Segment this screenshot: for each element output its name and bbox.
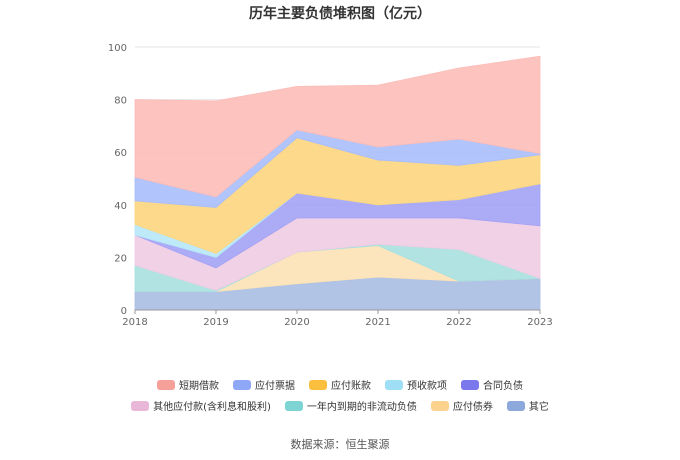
area-series <box>134 55 541 198</box>
y-tick-label: 40 <box>114 201 127 212</box>
legend-swatch <box>131 400 150 411</box>
chart-title: 历年主要负债堆积图（亿元） <box>249 6 431 22</box>
legend-label: 应付账款 <box>331 381 371 392</box>
x-tick-label: 2023 <box>527 317 552 328</box>
legend-swatch <box>506 400 525 411</box>
legend-swatch <box>461 379 479 390</box>
y-tick-label: 0 <box>121 306 127 317</box>
y-tick-label: 20 <box>114 253 127 264</box>
legend-label: 应付票据 <box>255 381 295 392</box>
legend-swatch <box>233 379 251 390</box>
legend-swatch <box>430 400 449 411</box>
legend-item[interactable]: 一年内到期的非流动负债 <box>284 398 417 413</box>
legend-item[interactable]: 其他应付款(含利息和股利) <box>131 398 271 413</box>
x-tick-label: 2022 <box>446 317 471 328</box>
x-tick-label: 2020 <box>284 317 309 328</box>
legend-item[interactable]: 应付债券 <box>430 398 493 413</box>
legend-item[interactable]: 应付账款 <box>309 377 371 392</box>
legend-label: 其他应付款(含利息和股利) <box>153 402 271 413</box>
legend-item[interactable]: 应付票据 <box>233 377 295 392</box>
legend-label: 短期借款 <box>179 381 219 392</box>
legend-item[interactable]: 预收款项 <box>385 377 447 392</box>
legend-item[interactable]: 合同负债 <box>461 377 523 392</box>
legend-swatch <box>385 379 403 390</box>
x-tick-label: 2019 <box>203 317 228 328</box>
y-tick-label: 60 <box>114 148 127 159</box>
legend-label: 一年内到期的非流动负债 <box>306 402 417 413</box>
y-tick-label: 100 <box>108 43 127 54</box>
legend-swatch <box>309 379 327 390</box>
legend-swatch <box>284 400 303 411</box>
legend-label: 预收款项 <box>407 381 447 392</box>
stacked-area-chart: 0 20 40 60 80 100 2018 2019 2020 2021 2022 2023 <box>108 43 553 328</box>
y-tick-label: 80 <box>114 96 127 107</box>
legend-item[interactable]: 短期借款 <box>157 377 219 392</box>
data-source: 数据来源：恒生聚源 <box>290 438 390 451</box>
x-tick-label: 2021 <box>365 317 390 328</box>
axis-layer: 0 20 40 60 80 100 2018 2019 2020 2021 2022 2023 <box>108 43 553 328</box>
legend-label: 其它 <box>528 402 549 413</box>
legend: 短期借款 应付票据 应付账款 预收款项 合同负债其他应付款(含利息和股利) 一年内到期的非… <box>0 377 680 419</box>
legend-row: 短期借款 应付票据 应付账款 预收款项 合同负债 <box>0 377 680 392</box>
legend-row: 其他应付款(含利息和股利) 一年内到期的非流动负债 应付债券 其它 <box>0 398 680 413</box>
legend-swatch <box>157 379 175 390</box>
legend-label: 合同负债 <box>483 381 523 392</box>
x-tick-label: 2018 <box>122 317 147 328</box>
legend-label: 应付债券 <box>452 402 493 413</box>
legend-item[interactable]: 其它 <box>506 398 549 413</box>
area-layer <box>134 55 541 311</box>
